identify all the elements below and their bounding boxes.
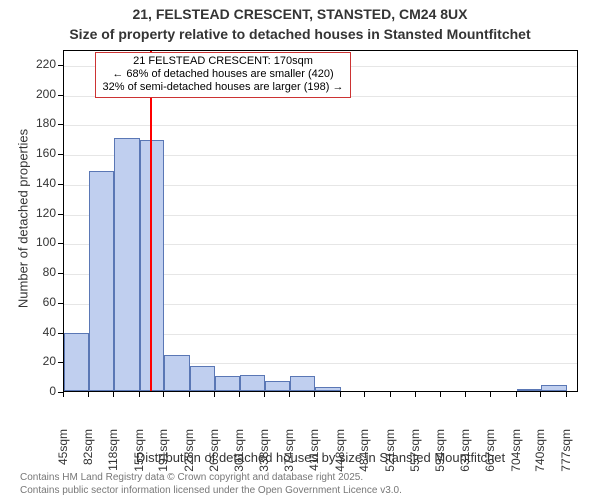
x-tick-label: 374sqm xyxy=(282,429,296,484)
x-tick-label: 301sqm xyxy=(232,429,246,484)
y-tick-label: 120 xyxy=(21,206,56,220)
annotation-box: 21 FELSTEAD CRESCENT: 170sqm← 68% of det… xyxy=(95,52,351,98)
x-tick-mark xyxy=(63,392,64,397)
x-tick-mark xyxy=(264,392,265,397)
histogram-bar xyxy=(541,385,566,391)
x-tick-mark xyxy=(314,392,315,397)
x-tick-label: 740sqm xyxy=(533,429,547,484)
y-tick-mark xyxy=(58,124,63,125)
x-tick-label: 448sqm xyxy=(333,429,347,484)
x-tick-mark xyxy=(415,392,416,397)
x-tick-label: 118sqm xyxy=(106,429,120,484)
histogram-bar xyxy=(140,140,165,391)
x-tick-mark xyxy=(214,392,215,397)
x-tick-mark xyxy=(139,392,140,397)
y-tick-label: 180 xyxy=(21,116,56,130)
x-tick-label: 704sqm xyxy=(509,429,523,484)
attribution-line2: Contains public sector information licen… xyxy=(0,485,600,496)
x-tick-label: 777sqm xyxy=(559,429,573,484)
x-tick-mark xyxy=(88,392,89,397)
x-tick-label: 667sqm xyxy=(483,429,497,484)
y-tick-mark xyxy=(58,65,63,66)
histogram-bar xyxy=(290,376,315,391)
y-tick-mark xyxy=(58,303,63,304)
y-tick-label: 0 xyxy=(21,384,56,398)
y-tick-label: 220 xyxy=(21,57,56,71)
y-tick-label: 20 xyxy=(21,354,56,368)
x-tick-mark xyxy=(566,392,567,397)
x-tick-mark xyxy=(364,392,365,397)
y-tick-label: 100 xyxy=(21,235,56,249)
x-tick-label: 82sqm xyxy=(81,429,95,484)
y-tick-mark xyxy=(58,333,63,334)
x-tick-mark xyxy=(163,392,164,397)
annotation-line: 21 FELSTEAD CRESCENT: 170sqm xyxy=(100,55,346,68)
y-tick-mark xyxy=(58,243,63,244)
y-tick-mark xyxy=(58,154,63,155)
x-tick-mark xyxy=(490,392,491,397)
x-tick-mark xyxy=(440,392,441,397)
y-tick-label: 40 xyxy=(21,325,56,339)
x-tick-mark xyxy=(465,392,466,397)
x-tick-mark xyxy=(239,392,240,397)
y-tick-label: 160 xyxy=(21,146,56,160)
y-tick-mark xyxy=(58,95,63,96)
histogram-bar xyxy=(240,375,265,391)
x-tick-label: 45sqm xyxy=(56,429,70,484)
y-tick-label: 200 xyxy=(21,87,56,101)
histogram-bar xyxy=(164,355,189,391)
x-tick-label: 228sqm xyxy=(182,429,196,484)
x-tick-mark xyxy=(390,392,391,397)
x-tick-label: 155sqm xyxy=(132,429,146,484)
histogram-bar xyxy=(190,366,215,391)
histogram-bar xyxy=(517,389,542,391)
chart-title-line2: Size of property relative to detached ho… xyxy=(0,26,600,42)
x-tick-mark xyxy=(540,392,541,397)
x-tick-mark xyxy=(340,392,341,397)
annotation-line: 32% of semi-detached houses are larger (… xyxy=(100,81,346,94)
x-tick-label: 411sqm xyxy=(307,429,321,484)
y-tick-mark xyxy=(58,273,63,274)
x-tick-label: 594sqm xyxy=(433,429,447,484)
y-tick-label: 80 xyxy=(21,265,56,279)
histogram-bar xyxy=(114,138,139,391)
x-tick-label: 631sqm xyxy=(458,429,472,484)
x-tick-label: 265sqm xyxy=(207,429,221,484)
y-tick-mark xyxy=(58,214,63,215)
y-tick-mark xyxy=(58,184,63,185)
histogram-bar xyxy=(64,333,89,391)
chart-plot-area xyxy=(63,50,578,392)
x-tick-mark xyxy=(113,392,114,397)
histogram-bar xyxy=(265,381,290,391)
x-tick-label: 484sqm xyxy=(357,429,371,484)
x-tick-label: 557sqm xyxy=(408,429,422,484)
histogram-bar xyxy=(315,387,340,391)
x-tick-label: 191sqm xyxy=(156,429,170,484)
x-tick-mark xyxy=(289,392,290,397)
annotation-line: ← 68% of detached houses are smaller (42… xyxy=(100,68,346,81)
marker-line xyxy=(150,51,152,391)
histogram-bar xyxy=(215,376,240,391)
histogram-bar xyxy=(89,171,114,391)
grid-line xyxy=(64,125,577,126)
y-tick-label: 140 xyxy=(21,176,56,190)
x-tick-label: 521sqm xyxy=(383,429,397,484)
x-tick-mark xyxy=(189,392,190,397)
y-tick-mark xyxy=(58,362,63,363)
y-tick-label: 60 xyxy=(21,295,56,309)
x-tick-label: 338sqm xyxy=(257,429,271,484)
chart-title-line1: 21, FELSTEAD CRESCENT, STANSTED, CM24 8U… xyxy=(0,6,600,22)
x-tick-mark xyxy=(516,392,517,397)
